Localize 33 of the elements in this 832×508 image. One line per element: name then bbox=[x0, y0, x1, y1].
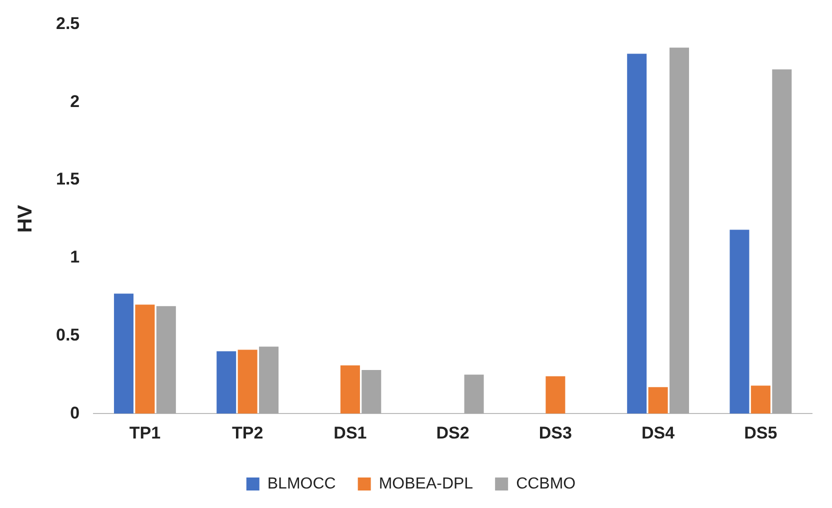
bar bbox=[238, 350, 258, 414]
bar bbox=[114, 294, 134, 414]
bar bbox=[772, 69, 792, 414]
x-tick-label: DS4 bbox=[642, 423, 676, 442]
x-tick-label: TP1 bbox=[129, 423, 161, 442]
bar bbox=[627, 54, 647, 414]
x-tick-label: DS1 bbox=[334, 423, 367, 442]
y-tick-label: 0 bbox=[70, 403, 80, 422]
bar bbox=[464, 374, 484, 414]
bar bbox=[156, 306, 176, 414]
bar bbox=[135, 304, 155, 414]
bar bbox=[362, 370, 382, 414]
bar bbox=[670, 48, 690, 414]
legend-label: BLMOCC bbox=[267, 475, 336, 492]
x-tick-label: TP2 bbox=[232, 423, 264, 442]
x-tick-label: DS3 bbox=[538, 423, 572, 442]
bar bbox=[750, 386, 770, 414]
bar bbox=[340, 365, 360, 414]
x-tick-label: DS5 bbox=[744, 423, 778, 442]
y-tick-label: 2 bbox=[70, 92, 80, 111]
legend-label: CCBMO bbox=[516, 475, 576, 492]
y-axis-title: HV bbox=[14, 204, 37, 233]
bar bbox=[648, 387, 668, 414]
legend-label: MOBEA-DPL bbox=[378, 475, 474, 492]
y-tick-label: 2.5 bbox=[56, 14, 80, 33]
y-tick-label: 0.5 bbox=[56, 325, 80, 344]
bar bbox=[259, 346, 279, 414]
y-tick-label: 1 bbox=[70, 248, 80, 267]
bar bbox=[216, 351, 236, 414]
bar bbox=[546, 376, 566, 414]
x-tick-label: DS2 bbox=[436, 423, 470, 442]
y-tick-label: 1.5 bbox=[56, 170, 80, 189]
bar bbox=[730, 230, 750, 414]
